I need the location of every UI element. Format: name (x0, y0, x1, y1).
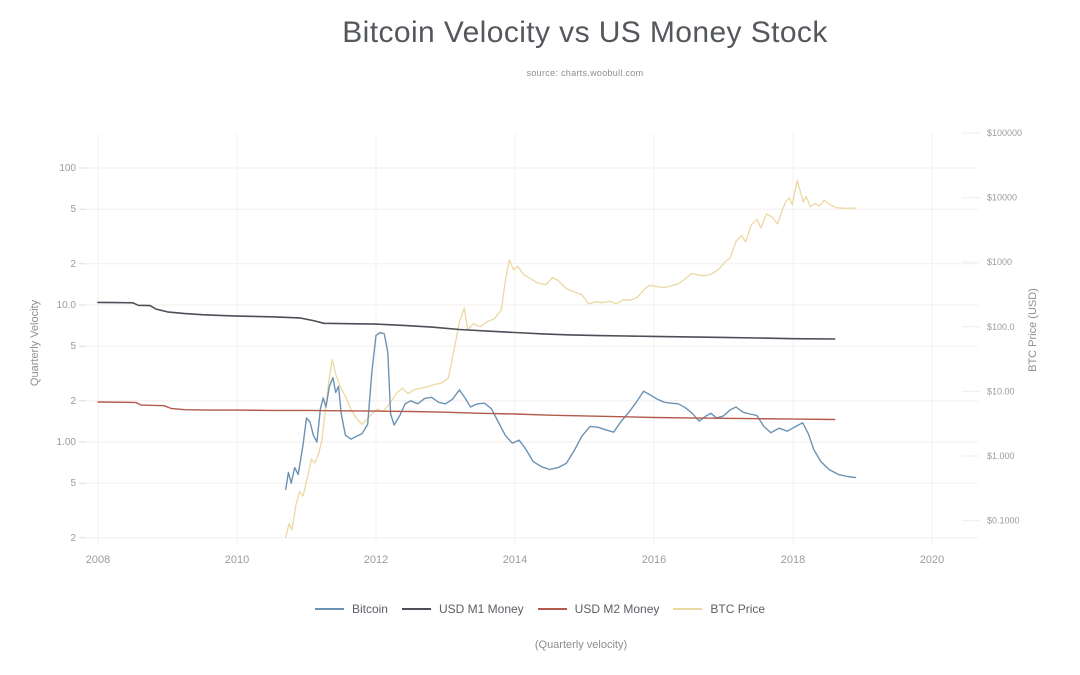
right-tick-label: $100000 (987, 128, 1022, 138)
right-axis-title: BTC Price (USD) (1027, 288, 1039, 372)
right-tick-label: $1000 (987, 257, 1012, 267)
x-tick-label: 2020 (920, 554, 944, 566)
legend-swatch-usd-m1-money (401, 608, 431, 610)
x-tick-label: 2008 (86, 554, 110, 566)
left-axis-labels: 100 5 2 10.0 5 2 1.00 5 2 (57, 163, 86, 544)
x-tick-label: 2016 (642, 554, 666, 566)
left-tick-label: 100 (59, 163, 76, 174)
legend-swatch-usd-m2-money (537, 608, 567, 610)
right-tick-label: $100.0 (987, 322, 1015, 332)
legend-swatch-bitcoin (314, 608, 344, 610)
x-axis-labels: 2008 2010 2012 2014 2016 2018 2020 (86, 554, 944, 566)
chart-legend: Bitcoin USD M1 Money USD M2 Money BTC Price (0, 600, 1080, 618)
left-tick-label: 2 (70, 396, 76, 407)
left-axis-title: Quarterly Velocity (29, 299, 41, 386)
chart-source: source: charts.woobull.com (526, 68, 644, 78)
left-tick-label: 5 (70, 478, 76, 489)
x-tick-label: 2010 (225, 554, 249, 566)
legend-label-usd-m1-money: USD M1 Money (438, 602, 524, 616)
right-tick-label: $0.1000 (987, 516, 1020, 526)
y-gridlines (86, 167, 978, 539)
legend-label-btc-price: BTC Price (710, 602, 766, 616)
left-tick-label: 2 (70, 533, 76, 544)
usd-m2-money-line (97, 401, 836, 421)
btc-price-line (285, 179, 857, 539)
legend-item-usd-m2-money[interactable]: USD M2 Money (537, 602, 660, 616)
usd-m1-money-line (97, 301, 836, 340)
bitcoin-line (285, 331, 857, 491)
left-tick-label: 10.0 (57, 300, 77, 311)
right-tick-label: $10.00 (987, 386, 1015, 396)
x-tick-label: 2012 (364, 554, 388, 566)
legend-label-bitcoin: Bitcoin (351, 602, 388, 616)
chart-title: Bitcoin Velocity vs US Money Stock (342, 16, 828, 49)
series-lines (97, 179, 857, 539)
legend-item-bitcoin[interactable]: Bitcoin (314, 602, 388, 616)
left-tick-label: 5 (70, 341, 76, 352)
left-tick-label: 2 (70, 259, 76, 270)
legend-item-btc-price[interactable]: BTC Price (673, 602, 765, 616)
x-tick-label: 2018 (781, 554, 805, 566)
chart-footnote: (Quarterly velocity) (534, 639, 628, 651)
right-tick-label: $1.000 (987, 451, 1015, 461)
right-tick-label: $10000 (987, 193, 1017, 203)
legend-item-usd-m1-money[interactable]: USD M1 Money (401, 602, 524, 616)
legend-swatch-btc-price (673, 608, 703, 610)
x-tick-label: 2014 (503, 554, 527, 566)
left-tick-label: 1.00 (57, 437, 77, 448)
left-tick-label: 5 (70, 204, 76, 215)
right-axis-labels: $100000 $10000 $1000 $100.0 $10.00 $1.000 $0.1… (962, 128, 1022, 526)
legend-label-usd-m2-money: USD M2 Money (574, 602, 660, 616)
